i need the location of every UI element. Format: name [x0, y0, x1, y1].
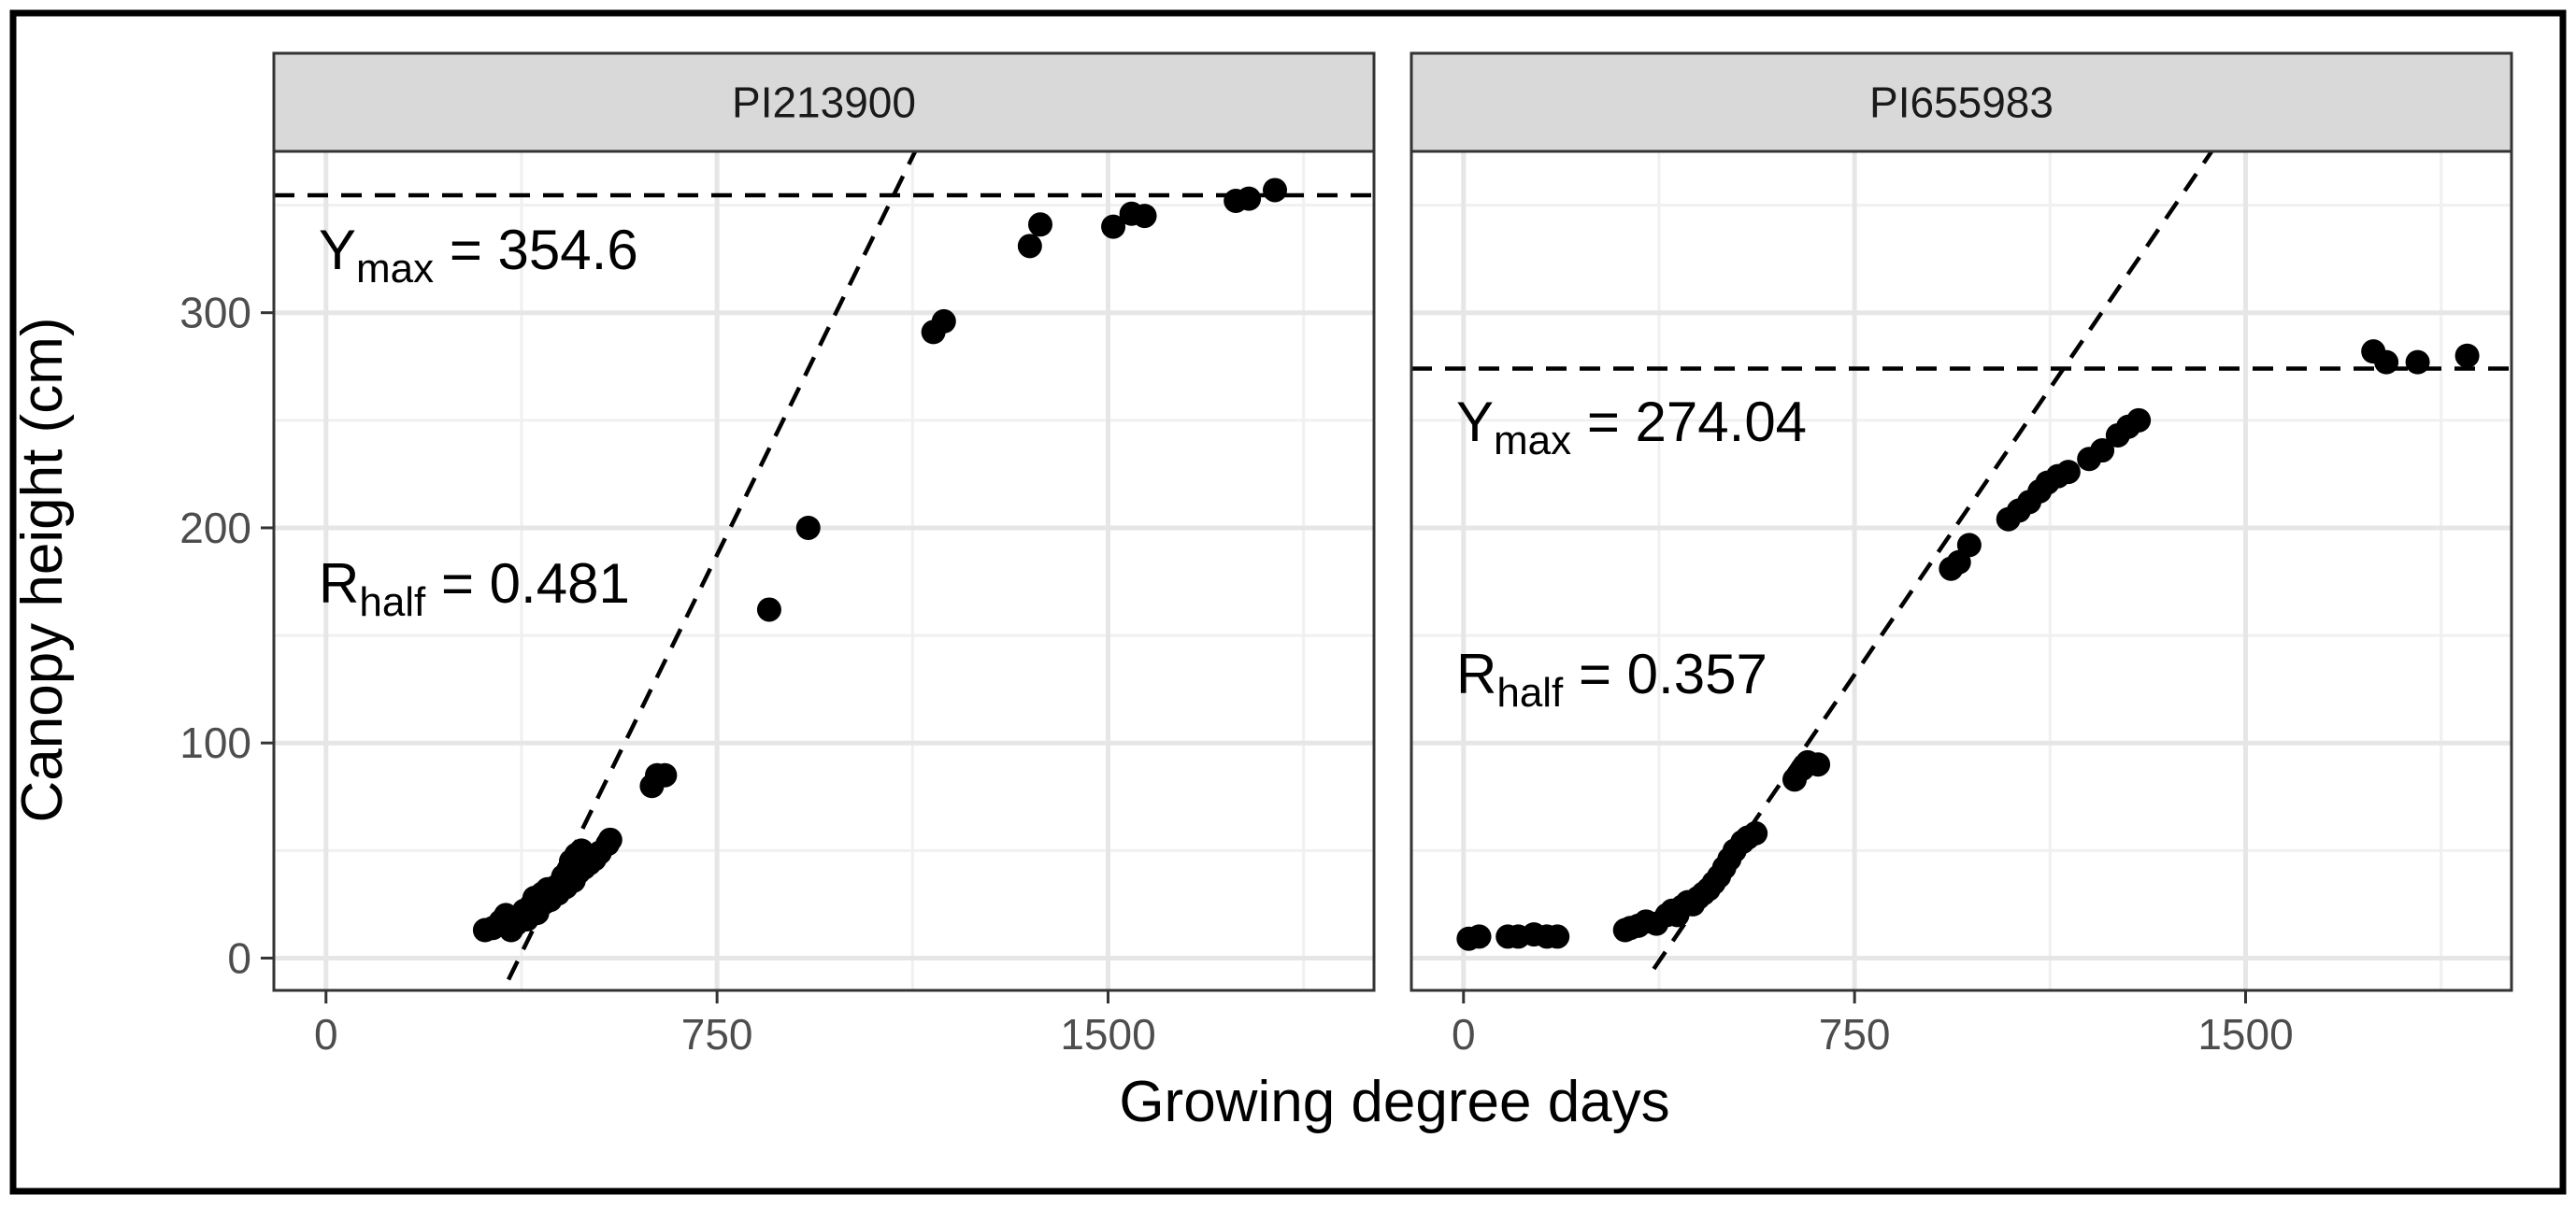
panels: PI213900 0 750 1500 0 100 200 300 Ymax = 354.6 Rh… — [179, 51, 2513, 1059]
panel-2: PI655983 0 750 1500 Ymax = 274.04 Rhalf = 0.3… — [1410, 51, 2513, 1059]
data-point — [795, 515, 821, 540]
x-tick-label: 1500 — [1060, 1010, 1155, 1059]
y-tick-label: 0 — [227, 933, 251, 982]
y-tick-label: 300 — [179, 289, 251, 337]
annotation-symbol: R — [319, 552, 359, 615]
annotation-subscript: half — [1496, 670, 1564, 716]
annotation-subscript: max — [356, 246, 434, 292]
facet-strip — [272, 51, 1376, 153]
panel-1: PI213900 0 750 1500 0 100 200 300 Ymax = 354.6 Rh… — [179, 51, 1376, 1059]
ymax-annotation: Ymax = 354.6 — [319, 219, 638, 292]
x-tick-label: 750 — [1819, 1010, 1891, 1059]
annotation-value: = 0.481 — [425, 552, 630, 615]
annotation-value: = 274.04 — [1571, 391, 1807, 453]
data-point — [1806, 752, 1831, 777]
data-point — [597, 827, 623, 852]
x-tick-label: 1500 — [2197, 1010, 2293, 1059]
facet-title: PI655983 — [1869, 78, 2054, 127]
data-point — [2454, 343, 2480, 368]
y-axis-label: Canopy height (cm) — [10, 317, 75, 822]
figure-frame — [9, 9, 2567, 1195]
data-point — [1545, 924, 1570, 949]
data-point — [1263, 178, 1288, 203]
data-point — [2090, 438, 2115, 463]
y-tick-label: 100 — [179, 718, 251, 767]
data-point — [1027, 212, 1052, 237]
x-tick-label: 750 — [681, 1010, 753, 1059]
data-point — [1237, 186, 1262, 211]
annotation-value: = 0.357 — [1563, 643, 1767, 705]
y-tick-label: 200 — [179, 504, 251, 552]
annotation-subscript: max — [1494, 418, 1571, 463]
annotation-symbol: R — [1456, 643, 1496, 705]
ymax-annotation: Ymax = 274.04 — [1456, 391, 1807, 463]
x-tick-label: 0 — [1452, 1010, 1476, 1059]
data-point — [1467, 924, 1492, 949]
data-point — [1743, 820, 1768, 846]
panel-border — [1410, 149, 2513, 992]
annotation-value: = 354.6 — [434, 219, 638, 281]
data-point — [756, 597, 781, 622]
data-point — [2126, 407, 2152, 433]
data-point — [2374, 349, 2399, 375]
x-tick-label: 0 — [314, 1010, 338, 1059]
annotation-subscript: half — [359, 579, 426, 625]
data-point — [1101, 214, 1126, 239]
data-point — [1132, 204, 1157, 229]
data-layer — [1411, 151, 2512, 971]
rhalf-annotation: Rhalf = 0.357 — [1456, 643, 1767, 716]
data-point — [1956, 533, 1982, 558]
annotation-symbol: Y — [1456, 391, 1494, 453]
fit-dashed-line — [1652, 151, 2214, 971]
data-layer — [274, 151, 1374, 981]
data-point — [1017, 234, 1042, 259]
facet-title: PI213900 — [732, 78, 916, 127]
x-axis-label: Growing degree days — [1119, 1070, 1669, 1134]
rhalf-annotation: Rhalf = 0.481 — [319, 552, 630, 625]
data-point — [931, 308, 956, 334]
data-point — [2055, 460, 2081, 485]
data-point — [652, 762, 678, 788]
data-point — [2405, 349, 2430, 375]
panel-border — [272, 149, 1376, 992]
annotation-symbol: Y — [319, 219, 356, 281]
